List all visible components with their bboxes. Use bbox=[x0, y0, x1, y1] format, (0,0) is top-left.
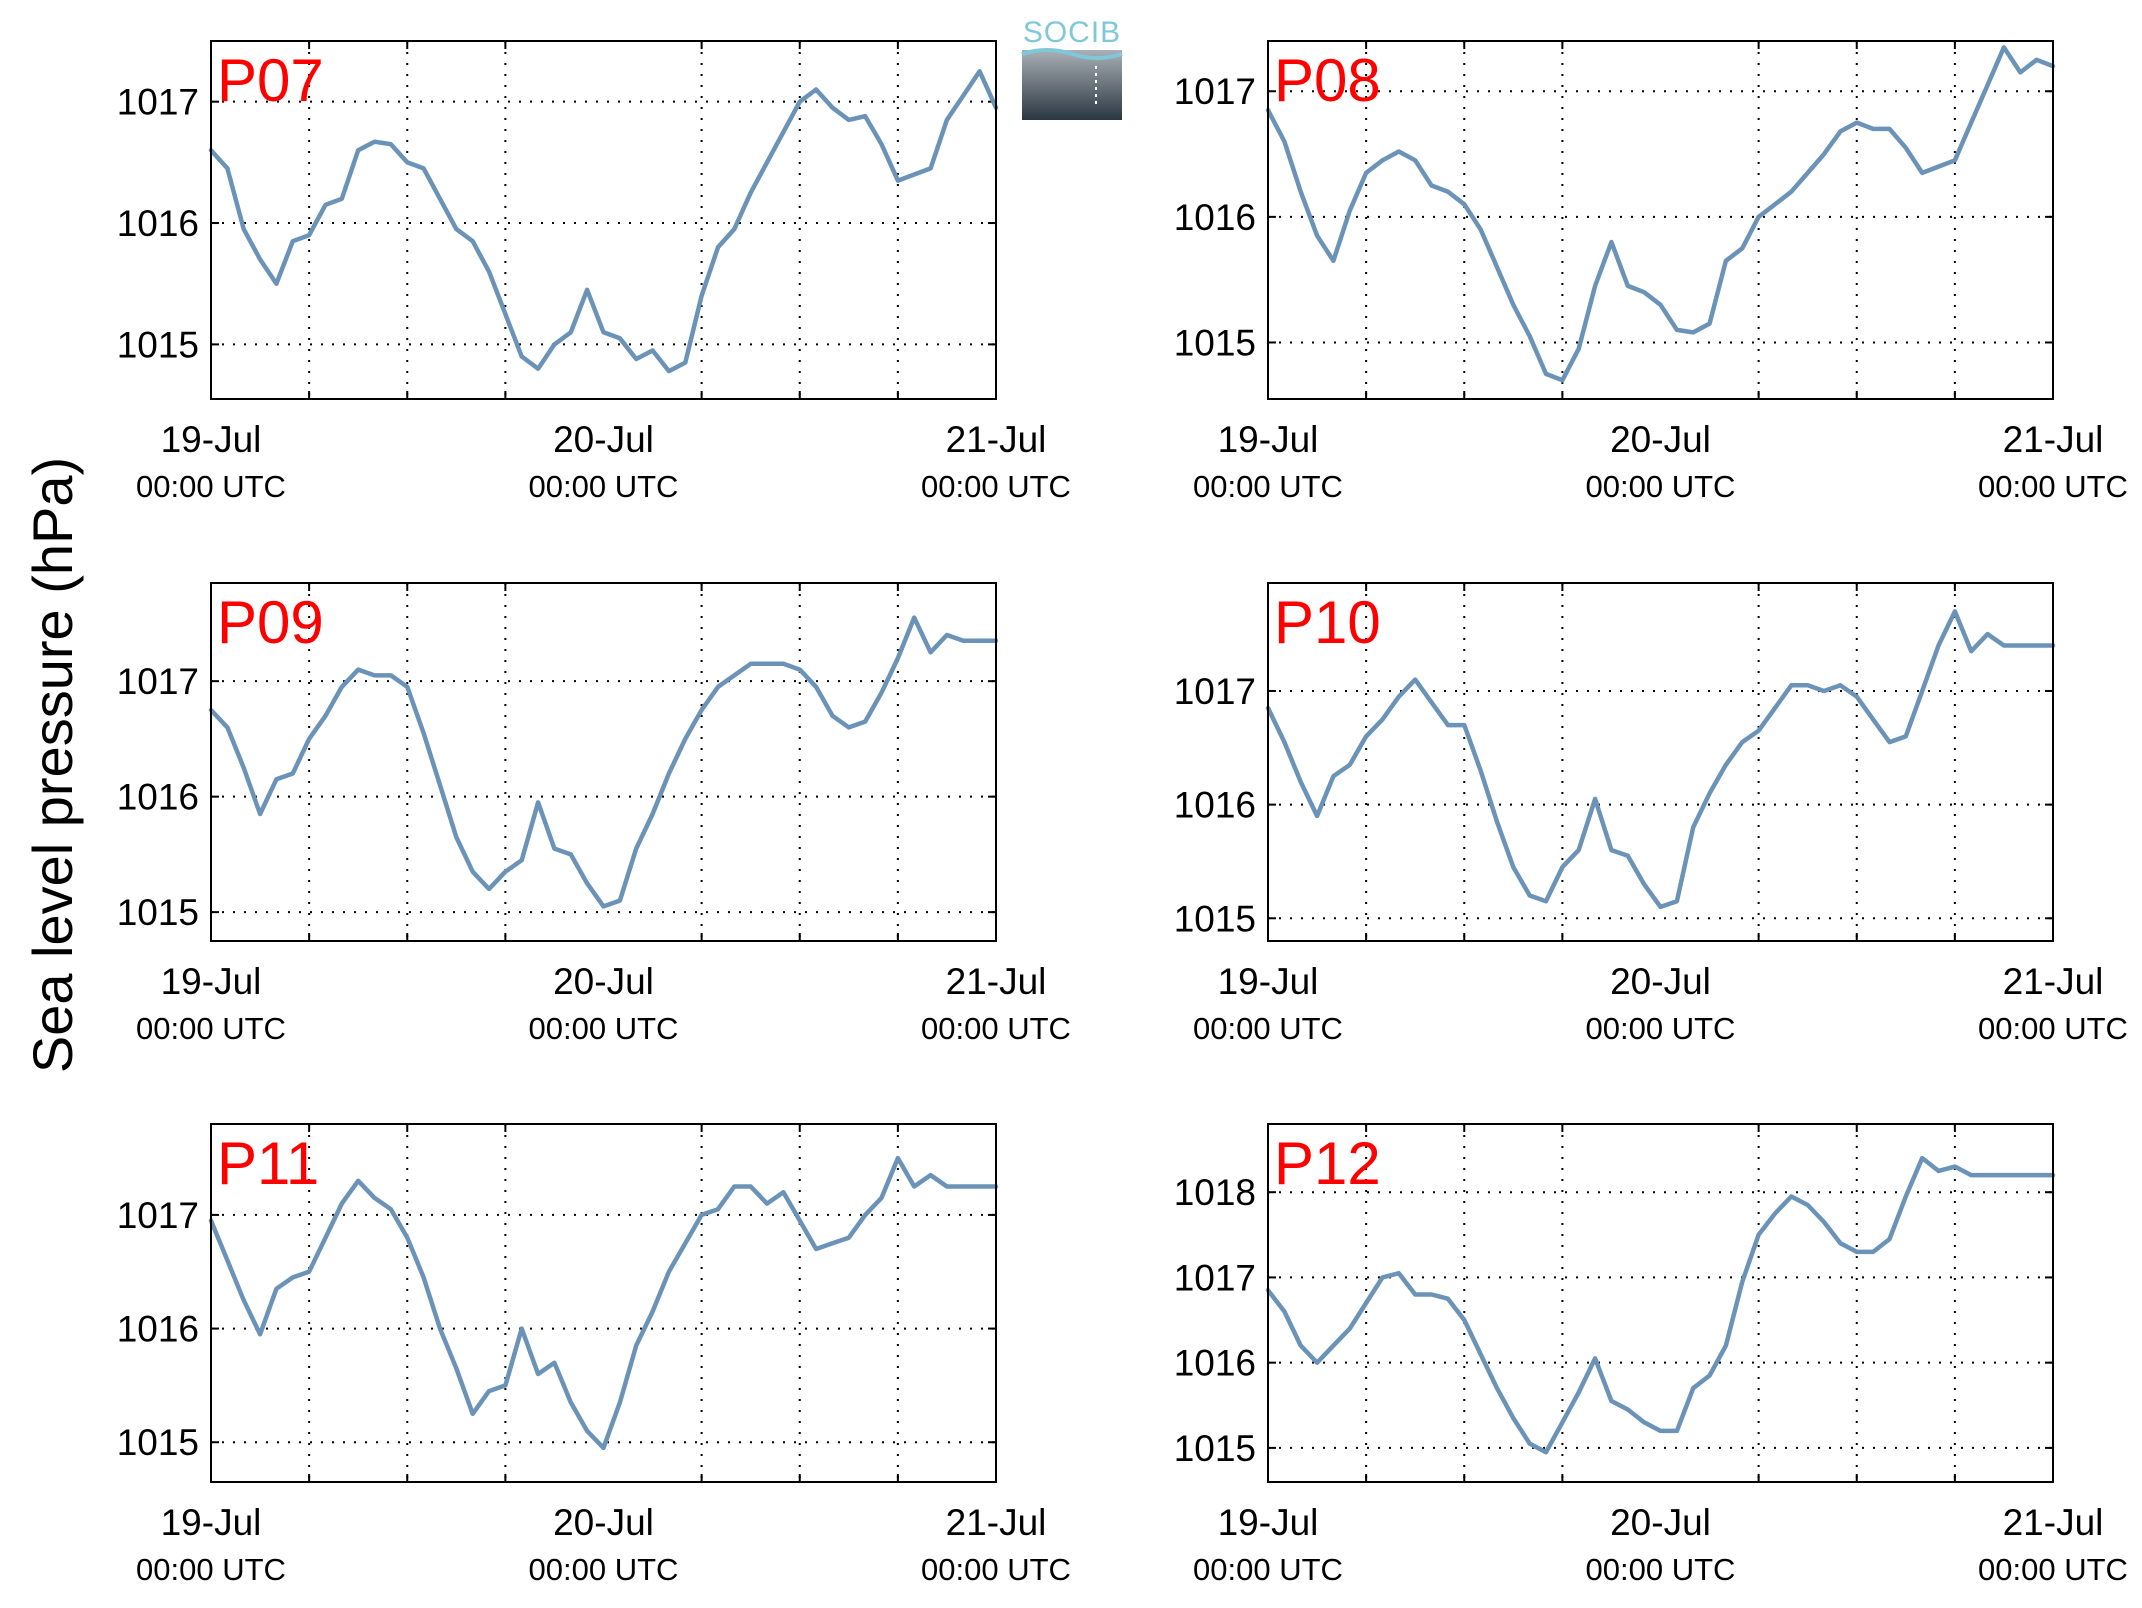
socib-logo: SOCIB bbox=[1021, 16, 1123, 120]
y-tick-label: 1015 bbox=[1174, 898, 1256, 939]
panel-label: P08 bbox=[1274, 47, 1381, 114]
panel-label: P10 bbox=[1274, 589, 1381, 656]
x-tick-date-label: 20-Jul bbox=[1610, 961, 1711, 1002]
x-tick-time-label: 00:00 UTC bbox=[136, 469, 286, 504]
x-tick-time-label: 00:00 UTC bbox=[1978, 1011, 2128, 1046]
x-tick-date-label: 21-Jul bbox=[946, 419, 1047, 460]
x-tick-date-label: 20-Jul bbox=[553, 1502, 654, 1543]
y-tick-label: 1016 bbox=[117, 777, 199, 818]
x-tick-date-label: 21-Jul bbox=[2003, 1502, 2104, 1543]
panel-label: P12 bbox=[1274, 1130, 1381, 1197]
x-tick-time-label: 00:00 UTC bbox=[1193, 1011, 1343, 1046]
x-tick-time-label: 00:00 UTC bbox=[1193, 1552, 1343, 1587]
y-tick-label: 1016 bbox=[117, 203, 199, 244]
plot-frame bbox=[210, 1123, 997, 1483]
x-tick-time-label: 00:00 UTC bbox=[1978, 1552, 2128, 1587]
x-tick-time-label: 00:00 UTC bbox=[529, 1552, 679, 1587]
x-tick-time-label: 00:00 UTC bbox=[921, 1011, 1071, 1046]
subplot-p12: 1015 1016 1017 1018 19-Jul 00:00 UTC 20-Jul 00:… bbox=[1174, 1123, 2128, 1587]
logo-text: SOCIB bbox=[1023, 16, 1121, 49]
y-tick-label: 1018 bbox=[1174, 1172, 1256, 1213]
y-tick-label: 1015 bbox=[1174, 322, 1256, 363]
y-tick-label: 1015 bbox=[117, 892, 199, 933]
plot-frame bbox=[210, 40, 997, 400]
x-tick-date-label: 20-Jul bbox=[553, 961, 654, 1002]
y-tick-label: 1015 bbox=[1174, 1428, 1256, 1469]
plot-frame bbox=[1267, 582, 2054, 942]
y-tick-label: 1016 bbox=[1174, 785, 1256, 826]
plot-frame bbox=[1267, 40, 2054, 400]
y-tick-label: 1016 bbox=[117, 1309, 199, 1350]
y-axis-label: Sea level pressure (hPa) bbox=[21, 457, 84, 1073]
panel-label: P07 bbox=[217, 47, 324, 114]
x-tick-time-label: 00:00 UTC bbox=[1586, 1552, 1736, 1587]
x-tick-time-label: 00:00 UTC bbox=[529, 469, 679, 504]
x-tick-time-label: 00:00 UTC bbox=[529, 1011, 679, 1046]
y-tick-label: 1017 bbox=[1174, 71, 1256, 112]
x-tick-date-label: 21-Jul bbox=[2003, 961, 2104, 1002]
subplot-grid: 1015 1016 1017 19-Jul 00:00 UTC 20-Jul 00:00 U… bbox=[117, 40, 2128, 1587]
x-tick-date-label: 21-Jul bbox=[946, 961, 1047, 1002]
y-tick-label: 1017 bbox=[117, 82, 199, 123]
x-tick-date-label: 19-Jul bbox=[1218, 961, 1319, 1002]
x-tick-date-label: 19-Jul bbox=[1218, 1502, 1319, 1543]
x-tick-time-label: 00:00 UTC bbox=[921, 1552, 1071, 1587]
y-tick-label: 1017 bbox=[1174, 671, 1256, 712]
x-tick-date-label: 19-Jul bbox=[1218, 419, 1319, 460]
subplot-p11: 1015 1016 1017 19-Jul 00:00 UTC 20-Jul 00:00 U… bbox=[117, 1123, 1071, 1587]
panel-label: P09 bbox=[217, 589, 324, 656]
logo-gradient-block bbox=[1022, 50, 1122, 120]
y-tick-label: 1017 bbox=[117, 1195, 199, 1236]
y-tick-label: 1015 bbox=[117, 1422, 199, 1463]
y-tick-label: 1017 bbox=[117, 661, 199, 702]
x-tick-time-label: 00:00 UTC bbox=[1586, 469, 1736, 504]
plot-frame bbox=[1267, 1123, 2054, 1483]
x-tick-time-label: 00:00 UTC bbox=[1586, 1011, 1736, 1046]
x-tick-time-label: 00:00 UTC bbox=[921, 469, 1071, 504]
series-line-p10 bbox=[1265, 609, 2056, 910]
subplot-p09: 1015 1016 1017 19-Jul 00:00 UTC 20-Jul 00:00 U… bbox=[117, 582, 1071, 1046]
series-line-p12 bbox=[1265, 1155, 2056, 1455]
y-tick-label: 1015 bbox=[117, 324, 199, 365]
x-tick-date-label: 19-Jul bbox=[161, 961, 262, 1002]
x-tick-time-label: 00:00 UTC bbox=[136, 1011, 286, 1046]
y-tick-label: 1016 bbox=[1174, 1343, 1256, 1384]
x-tick-date-label: 19-Jul bbox=[161, 419, 262, 460]
series-line-p07 bbox=[208, 69, 999, 374]
logo-wave bbox=[1021, 48, 1123, 60]
x-tick-time-label: 00:00 UTC bbox=[136, 1552, 286, 1587]
y-tick-label: 1017 bbox=[1174, 1257, 1256, 1298]
subplot-p10: 1015 1016 1017 19-Jul 00:00 UTC 20-Jul 00:00 U… bbox=[1174, 582, 2128, 1046]
panel-label: P11 bbox=[217, 1130, 319, 1197]
x-tick-date-label: 20-Jul bbox=[553, 419, 654, 460]
x-tick-date-label: 20-Jul bbox=[1610, 1502, 1711, 1543]
y-tick-label: 1016 bbox=[1174, 197, 1256, 238]
x-tick-date-label: 21-Jul bbox=[2003, 419, 2104, 460]
subplot-p08: 1015 1016 1017 19-Jul 00:00 UTC 20-Jul 00:00 U… bbox=[1174, 40, 2128, 504]
x-tick-date-label: 21-Jul bbox=[946, 1502, 1047, 1543]
x-tick-date-label: 20-Jul bbox=[1610, 419, 1711, 460]
plot-frame bbox=[210, 582, 997, 942]
subplot-p07: 1015 1016 1017 19-Jul 00:00 UTC 20-Jul 00:00 U… bbox=[117, 40, 1071, 504]
series-line-p11 bbox=[208, 1155, 999, 1451]
x-tick-date-label: 19-Jul bbox=[161, 1502, 262, 1543]
x-tick-time-label: 00:00 UTC bbox=[1978, 469, 2128, 504]
series-line-p08 bbox=[1265, 45, 2056, 383]
x-tick-time-label: 00:00 UTC bbox=[1193, 469, 1343, 504]
series-line-p09 bbox=[208, 615, 999, 909]
